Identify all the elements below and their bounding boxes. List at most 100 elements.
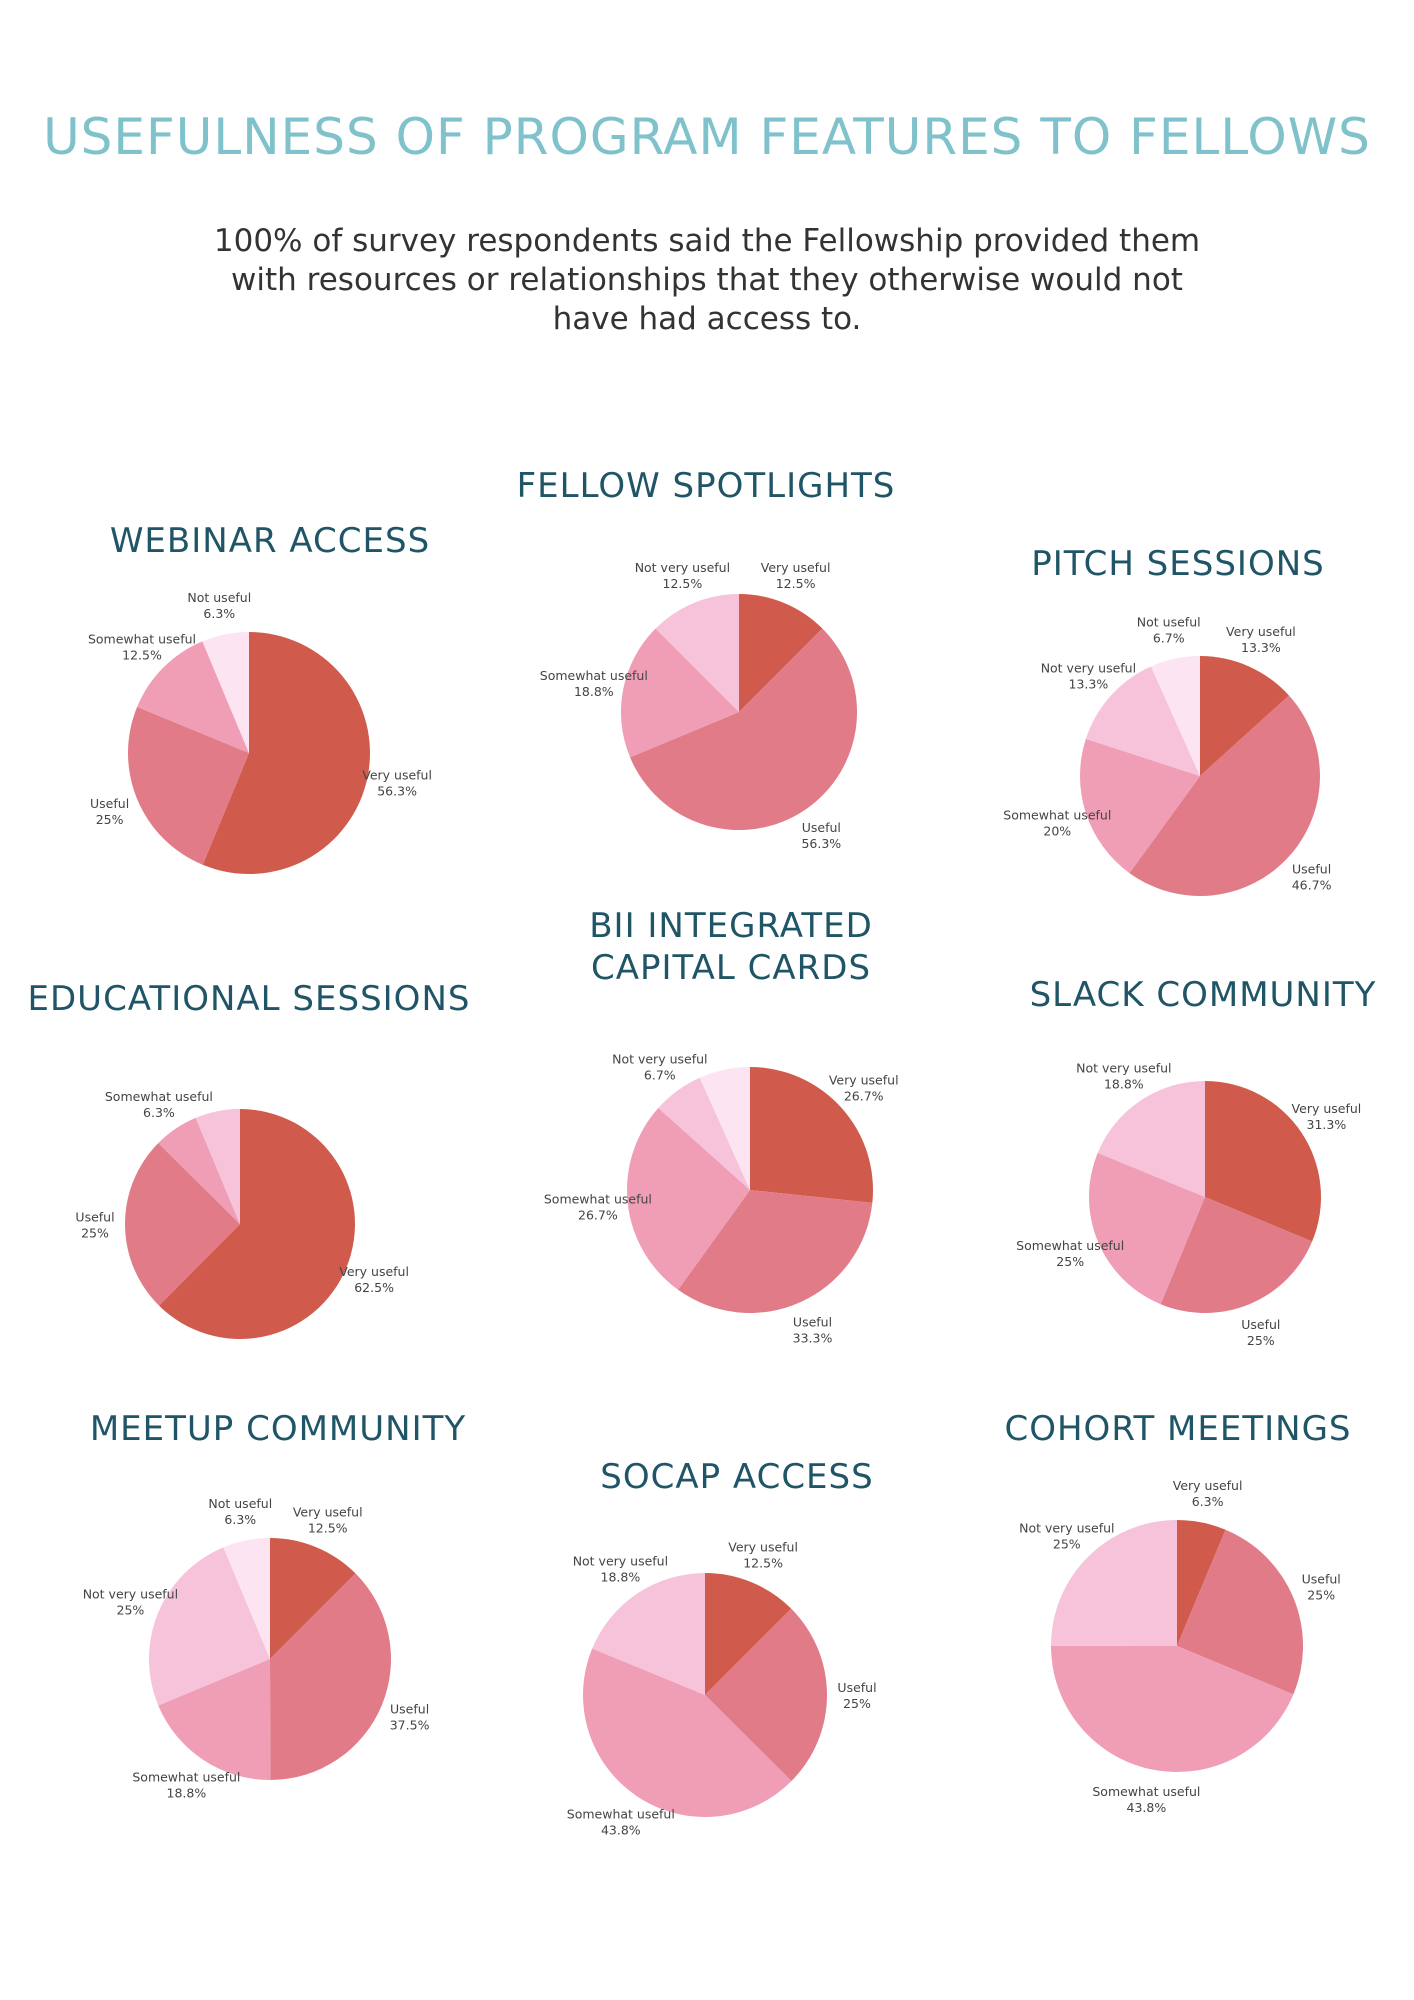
slice-value-label: 12.5% <box>122 648 162 663</box>
slice-label: Very useful <box>339 1264 409 1279</box>
pie-slice-somewhat-useful <box>1050 1645 1294 1773</box>
slice-value-label: 6.3% <box>203 606 235 621</box>
slice-value-label: 43.8% <box>601 1823 641 1838</box>
slice-label: Somewhat useful <box>88 632 196 647</box>
pie-slice-not-very-useful <box>195 1109 240 1224</box>
chart-title: COHORT MEETINGS <box>1004 1409 1351 1449</box>
pie-slice-somewhat-useful <box>137 641 249 753</box>
slice-value-label: 12.5% <box>308 1521 348 1536</box>
slice-label: Useful <box>1241 1317 1280 1332</box>
pie-slice-not-very-useful <box>655 594 739 712</box>
slice-label: Somewhat useful <box>540 668 648 683</box>
slice-label: Useful <box>793 1315 832 1330</box>
slice-label: Somewhat useful <box>1092 1784 1200 1799</box>
slice-label: Useful <box>75 1210 114 1225</box>
slice-label: Very useful <box>829 1073 899 1088</box>
slice-value-label: 56.3% <box>377 783 417 798</box>
slice-value-label: 43.8% <box>1127 1800 1167 1815</box>
pie-slice-useful <box>1160 1197 1313 1314</box>
pie-slice-not-useful <box>1150 656 1200 776</box>
slice-label: Not very useful <box>635 560 730 575</box>
slice-value-label: 6.3% <box>143 1105 175 1120</box>
slice-value-label: 25% <box>1053 1537 1081 1552</box>
slice-label: Somewhat useful <box>1016 1238 1124 1253</box>
page-subtitle: 100% of survey respondents said the Fell… <box>213 223 1201 337</box>
slice-label: Very useful <box>761 560 831 575</box>
chart-title: SOCAP ACCESS <box>600 1457 873 1497</box>
slice-label: Somewhat useful <box>567 1807 675 1822</box>
chart-title: CAPITAL CARDS <box>591 948 871 988</box>
slice-value-label: 25% <box>117 1603 145 1618</box>
pie-slice-useful <box>270 1573 392 1780</box>
pie-slice-very-useful <box>1177 1520 1226 1646</box>
pie-slice-not-useful <box>223 1538 270 1659</box>
pie-slice-somewhat-useful <box>583 1648 792 1817</box>
pie-slice-useful <box>1177 1529 1304 1695</box>
pie-slice-somewhat-useful <box>1079 738 1200 874</box>
slice-label: Useful <box>837 1680 876 1695</box>
slice-label: Somewhat useful <box>544 1192 652 1207</box>
slice-value-label: 6.7% <box>644 1067 676 1082</box>
pie-slice-very-useful <box>270 1538 356 1659</box>
pie-slice-useful <box>705 1608 827 1782</box>
slice-label: Not very useful <box>1076 1061 1171 1076</box>
slice-value-label: 18.8% <box>1104 1077 1144 1092</box>
slice-value-label: 13.3% <box>1241 640 1281 655</box>
slice-value-label: 12.5% <box>663 576 703 591</box>
slice-value-label: 6.3% <box>224 1512 256 1527</box>
pie-slice-not-useful <box>699 1067 750 1190</box>
slice-value-label: 20% <box>1043 823 1071 838</box>
pie-slice-not-very-useful <box>1085 666 1200 776</box>
pie-slice-not-very-useful <box>1051 1520 1177 1646</box>
slice-label: Not very useful <box>83 1587 178 1602</box>
slice-value-label: 25% <box>1247 1333 1275 1348</box>
pie-slice-useful <box>1129 695 1320 896</box>
pie-slice-not-very-useful <box>149 1547 270 1706</box>
pie-slice-useful <box>630 628 858 831</box>
pie-slice-very-useful <box>1200 656 1290 776</box>
slice-label: Very useful <box>728 1540 798 1555</box>
slice-value-label: 25% <box>96 812 124 827</box>
slice-label: Not very useful <box>573 1554 668 1569</box>
slice-label: Not useful <box>1137 614 1201 629</box>
pie-slice-useful <box>678 1190 873 1313</box>
slice-label: Not useful <box>187 590 251 605</box>
slice-value-label: 46.7% <box>1292 877 1332 892</box>
slice-value-label: 13.3% <box>1069 677 1109 692</box>
slice-label: Useful <box>1292 861 1331 876</box>
chart-title: PITCH SESSIONS <box>1031 544 1324 584</box>
slice-label: Very useful <box>293 1505 363 1520</box>
slice-value-label: 12.5% <box>776 576 816 591</box>
pie-slice-not-very-useful <box>1097 1081 1205 1197</box>
pie-slice-useful <box>124 1143 240 1306</box>
pie-slice-somewhat-useful <box>627 1108 750 1290</box>
slice-value-label: 26.7% <box>578 1208 618 1223</box>
pie-slice-very-useful <box>159 1109 355 1339</box>
slice-value-label: 6.3% <box>1192 1494 1224 1509</box>
slice-label: Very useful <box>1173 1478 1243 1493</box>
slice-value-label: 56.3% <box>801 836 841 851</box>
chart-title: MEETUP COMMUNITY <box>90 1409 466 1449</box>
slice-label: Useful <box>390 1702 429 1717</box>
slice-label: Useful <box>90 796 129 811</box>
slice-label: Not very useful <box>1019 1521 1114 1536</box>
slice-label: Very useful <box>1226 624 1296 639</box>
pie-slice-somewhat-useful <box>621 628 739 758</box>
slice-label: Somewhat useful <box>132 1770 240 1785</box>
pie-slice-very-useful <box>739 594 823 712</box>
slice-label: Very useful <box>362 767 432 782</box>
slice-value-label: 37.5% <box>390 1718 430 1733</box>
slice-value-label: 12.5% <box>743 1556 783 1571</box>
pie-slice-somewhat-useful <box>158 1117 240 1224</box>
slice-value-label: 18.8% <box>601 1570 641 1585</box>
slice-label: Useful <box>802 820 841 835</box>
